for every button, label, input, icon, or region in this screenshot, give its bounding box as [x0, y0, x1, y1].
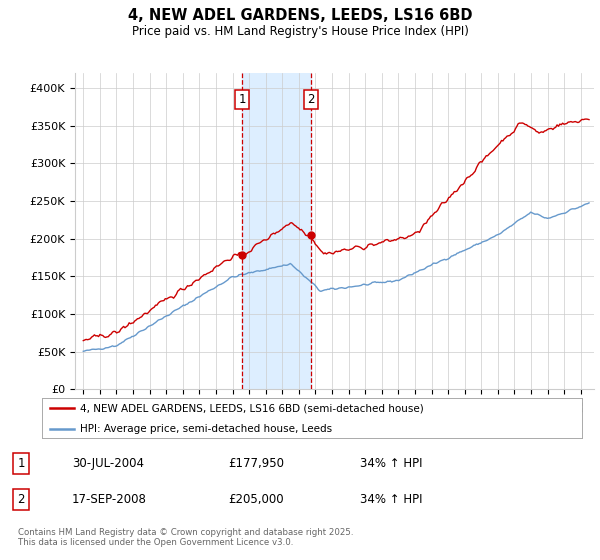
- Text: £205,000: £205,000: [228, 493, 284, 506]
- Text: 1: 1: [238, 93, 246, 106]
- Text: 4, NEW ADEL GARDENS, LEEDS, LS16 6BD (semi-detached house): 4, NEW ADEL GARDENS, LEEDS, LS16 6BD (se…: [80, 404, 424, 413]
- Bar: [242, 73, 311, 389]
- Text: 2: 2: [17, 493, 25, 506]
- Text: 2: 2: [307, 93, 314, 106]
- Text: Price paid vs. HM Land Registry's House Price Index (HPI): Price paid vs. HM Land Registry's House …: [131, 25, 469, 38]
- Text: 4, NEW ADEL GARDENS, LEEDS, LS16 6BD: 4, NEW ADEL GARDENS, LEEDS, LS16 6BD: [128, 8, 472, 24]
- Text: HPI: Average price, semi-detached house, Leeds: HPI: Average price, semi-detached house,…: [80, 424, 332, 434]
- Text: Contains HM Land Registry data © Crown copyright and database right 2025.
This d: Contains HM Land Registry data © Crown c…: [18, 528, 353, 547]
- Text: £177,950: £177,950: [228, 457, 284, 470]
- Text: 1: 1: [17, 457, 25, 470]
- Text: 34% ↑ HPI: 34% ↑ HPI: [360, 457, 422, 470]
- Text: 30-JUL-2004: 30-JUL-2004: [72, 457, 144, 470]
- Text: 17-SEP-2008: 17-SEP-2008: [72, 493, 147, 506]
- Text: 34% ↑ HPI: 34% ↑ HPI: [360, 493, 422, 506]
